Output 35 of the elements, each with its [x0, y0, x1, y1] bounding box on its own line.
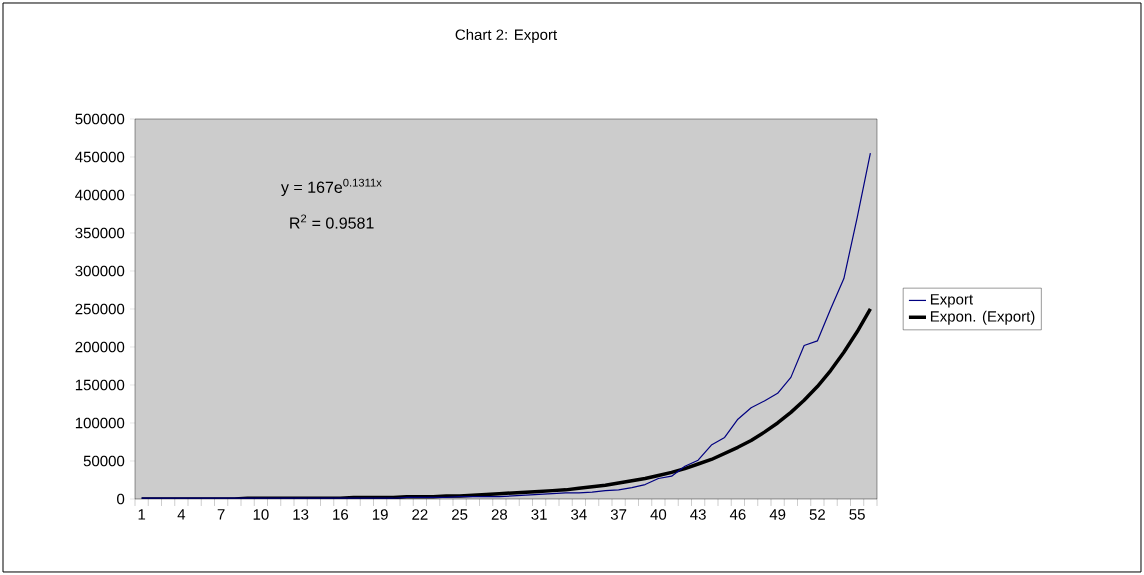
- x-tick-label: 7: [217, 509, 225, 520]
- x-tick-label: 22: [412, 509, 428, 520]
- x-tick-label: 31: [531, 509, 547, 520]
- x-tick-label: 25: [452, 509, 468, 520]
- y-tick-label: 250000: [75, 303, 125, 315]
- legend-label: Export: [930, 294, 973, 308]
- y-tick-label: 50000: [83, 455, 125, 467]
- x-tick-label: 1: [138, 509, 146, 520]
- y-tick-label: 300000: [75, 265, 125, 277]
- annotation: R$^{2}$ = 0.9581: [290, 214, 374, 229]
- x-tick-label: 37: [610, 509, 627, 520]
- x-tick-label: 40: [650, 509, 667, 520]
- y-tick-label: 100000: [75, 417, 125, 429]
- y-tick-label: 400000: [75, 189, 125, 201]
- x-tick-label: 28: [491, 509, 508, 520]
- y-tick-label: 450000: [75, 151, 125, 163]
- y-tick-label: 500000: [75, 113, 125, 125]
- x-tick-label: 10: [253, 509, 269, 520]
- x-tick-label: 43: [690, 509, 706, 520]
- x-tick-label: 19: [372, 509, 388, 520]
- annotation: y = 167e$^{0.1311x}$: [280, 178, 382, 197]
- x-tick-label: 52: [809, 509, 825, 520]
- chart-title: Chart 2: Export: [455, 29, 558, 43]
- legend-label: Expon. (Export): [930, 310, 1035, 325]
- y-tick-label: 200000: [75, 341, 125, 353]
- x-tick-label: 55: [849, 509, 865, 520]
- x-tick-label: 46: [729, 509, 746, 520]
- x-tick-label: 4: [177, 509, 186, 520]
- x-tick-label: 13: [293, 509, 309, 520]
- y-tick-label: 350000: [75, 227, 125, 239]
- y-tick-label: 0: [117, 493, 125, 505]
- x-tick-label: 34: [571, 509, 587, 520]
- x-tick-label: 49: [769, 509, 786, 520]
- x-tick-label: 16: [333, 509, 349, 520]
- y-tick-label: 150000: [75, 379, 125, 391]
